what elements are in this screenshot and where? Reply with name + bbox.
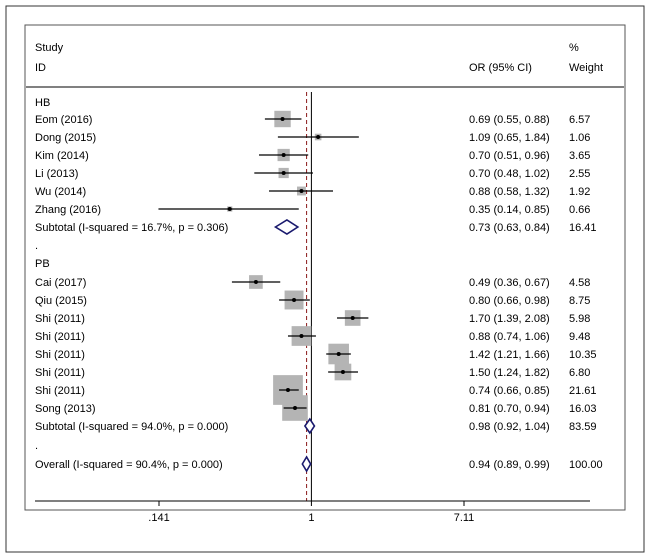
study-weight: 6.57 xyxy=(569,114,590,126)
point-estimate xyxy=(299,334,304,338)
study-label: Cai (2017) xyxy=(35,277,86,289)
subtotal-weight: 83.59 xyxy=(569,421,597,433)
study-label: Qiu (2015) xyxy=(35,295,87,307)
group-label: PB xyxy=(35,258,50,270)
subtotal-label: Subtotal (I-squared = 16.7%, p = 0.306) xyxy=(35,222,228,234)
header-percent: % xyxy=(569,42,579,54)
study-weight: 3.65 xyxy=(569,150,590,162)
study-ci-text: 0.70 (0.48, 1.02) xyxy=(469,168,550,180)
study-ci-text: 0.49 (0.36, 0.67) xyxy=(469,277,550,289)
point-estimate xyxy=(299,189,304,193)
study-ci-text: 0.35 (0.14, 0.85) xyxy=(469,204,550,216)
header-id: ID xyxy=(35,62,46,74)
overall-ci-text: 0.94 (0.89, 0.99) xyxy=(469,459,550,471)
study-ci-text: 0.80 (0.66, 0.98) xyxy=(469,295,550,307)
study-weight: 8.75 xyxy=(569,295,590,307)
x-tick-label: .141 xyxy=(148,512,169,524)
study-weight: 21.61 xyxy=(569,385,597,397)
plot-region xyxy=(24,24,626,511)
study-ci-text: 0.88 (0.74, 1.06) xyxy=(469,331,550,343)
point-estimate xyxy=(316,135,321,139)
study-label: Wu (2014) xyxy=(35,186,86,198)
point-estimate xyxy=(281,153,286,157)
study-weight: 6.80 xyxy=(569,367,590,379)
study-ci-text: 0.69 (0.55, 0.88) xyxy=(469,114,550,126)
study-label: Kim (2014) xyxy=(35,150,89,162)
study-weight: 1.92 xyxy=(569,186,590,198)
study-ci-text: 1.09 (0.65, 1.84) xyxy=(469,132,550,144)
point-estimate xyxy=(285,388,290,392)
overall-weight: 100.00 xyxy=(569,459,603,471)
study-ci-text: 1.50 (1.24, 1.82) xyxy=(469,367,550,379)
tick-layer: .141 1 7.11 xyxy=(148,501,474,524)
overall-diamond xyxy=(301,455,312,473)
study-ci-text: 0.88 (0.58, 1.32) xyxy=(469,186,550,198)
study-weight: 1.06 xyxy=(569,132,590,144)
study-label: Song (2013) xyxy=(35,403,96,415)
study-ci-text: 0.74 (0.66, 0.85) xyxy=(469,385,550,397)
subtotal-weight: 16.41 xyxy=(569,222,597,234)
study-label: Eom (2016) xyxy=(35,114,92,126)
point-estimate xyxy=(293,406,298,410)
study-weight: 9.48 xyxy=(569,331,590,343)
overall-label: Overall (I-squared = 90.4%, p = 0.000) xyxy=(35,459,223,471)
point-estimate xyxy=(253,280,258,284)
point-estimate xyxy=(227,207,232,211)
study-ci-text: 1.42 (1.21, 1.66) xyxy=(469,349,550,361)
subtotal-ci-text: 0.98 (0.92, 1.04) xyxy=(469,421,550,433)
separator-dot: . xyxy=(35,240,38,252)
header-weight: Weight xyxy=(569,62,603,74)
study-label: Shi (2011) xyxy=(35,313,85,325)
study-label: Li (2013) xyxy=(35,168,78,180)
study-weight: 10.35 xyxy=(569,349,597,361)
point-estimate xyxy=(280,117,285,121)
point-estimate xyxy=(340,370,345,374)
point-estimate xyxy=(292,298,297,302)
study-label: Shi (2011) xyxy=(35,349,85,361)
study-ci-text: 0.81 (0.70, 0.94) xyxy=(469,403,550,415)
group-label: HB xyxy=(35,97,50,109)
rows-layer: HB Eom (2016) 0.69 (0.55, 0.88) 6.57 Dong (2… xyxy=(35,92,603,501)
study-label: Shi (2011) xyxy=(35,331,85,343)
study-ci-text: 1.70 (1.39, 2.08) xyxy=(469,313,550,325)
point-estimate xyxy=(350,316,355,320)
separator-dot: . xyxy=(35,440,38,452)
study-weight: 2.55 xyxy=(569,168,590,180)
point-estimate xyxy=(336,352,341,356)
header-study: Study xyxy=(35,42,64,54)
study-weight: 4.58 xyxy=(569,277,590,289)
study-weight: 16.03 xyxy=(569,403,597,415)
x-tick-label: 1 xyxy=(308,512,314,524)
study-weight: 0.66 xyxy=(569,204,590,216)
x-tick-label: 7.11 xyxy=(454,512,475,524)
subtotal-diamond xyxy=(303,417,316,435)
header-or: OR (95% CI) xyxy=(469,62,532,74)
point-estimate xyxy=(281,171,286,175)
subtotal-diamond xyxy=(273,219,300,235)
study-label: Dong (2015) xyxy=(35,132,96,144)
subtotal-label: Subtotal (I-squared = 94.0%, p = 0.000) xyxy=(35,421,228,433)
subtotal-ci-text: 0.73 (0.63, 0.84) xyxy=(469,222,550,234)
study-ci-text: 0.70 (0.51, 0.96) xyxy=(469,150,550,162)
study-label: Shi (2011) xyxy=(35,367,85,379)
study-label: Zhang (2016) xyxy=(35,204,101,216)
study-weight: 5.98 xyxy=(569,313,590,325)
study-label: Shi (2011) xyxy=(35,385,85,397)
